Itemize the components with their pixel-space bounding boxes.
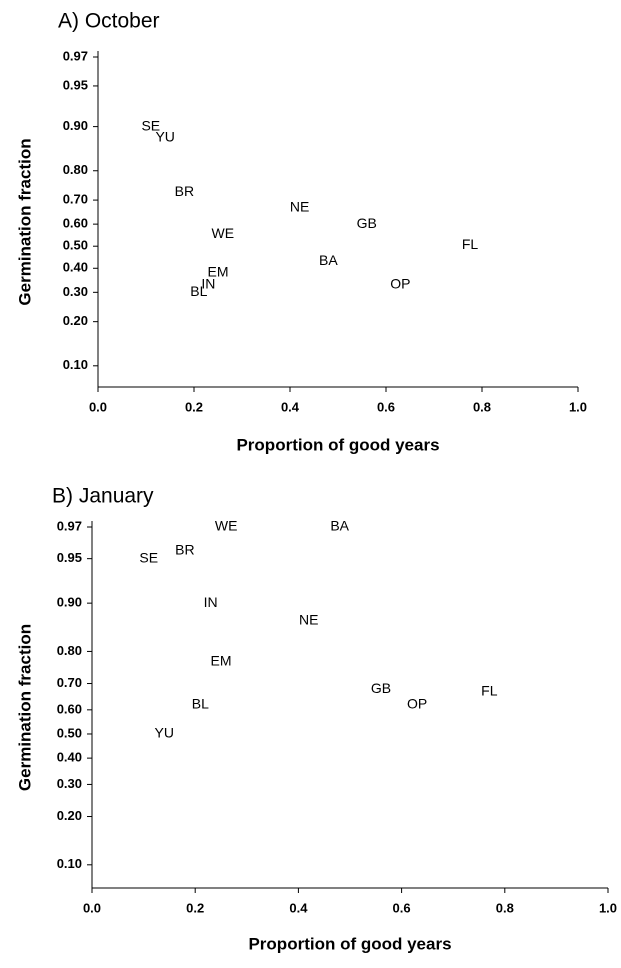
x-axis-title: Proportion of good years	[236, 435, 439, 454]
y-tick-label: 0.70	[63, 192, 88, 207]
x-tick-label: 0.0	[83, 900, 101, 915]
panel-title: B) January	[52, 485, 154, 508]
y-tick-label: 0.10	[63, 357, 88, 372]
y-tick-label: 0.97	[57, 518, 82, 533]
y-tick-label: 0.70	[57, 675, 82, 690]
y-axis-title: Germination fraction	[15, 624, 34, 791]
y-tick-label: 0.80	[63, 162, 88, 177]
point-label: WE	[215, 518, 238, 534]
y-tick-label: 0.60	[63, 216, 88, 231]
point-label: OP	[407, 696, 427, 712]
x-tick-label: 0.2	[186, 900, 204, 915]
x-tick-label: 1.0	[599, 900, 617, 915]
y-tick-label: 0.30	[57, 776, 82, 791]
x-tick-label: 0.4	[281, 399, 300, 414]
point-label: IN	[201, 275, 215, 291]
point-label: WE	[212, 225, 235, 241]
point-label: BL	[190, 283, 207, 299]
y-tick-label: 0.20	[63, 313, 88, 328]
panel-title: A) October	[58, 10, 160, 33]
point-label: YU	[155, 128, 174, 144]
point-label: GB	[371, 680, 391, 696]
x-axis-title: Proportion of good years	[248, 934, 451, 953]
y-tick-label: 0.80	[57, 643, 82, 658]
y-tick-label: 0.60	[57, 701, 82, 716]
y-axis-title: Germination fraction	[15, 138, 34, 305]
y-tick-label: 0.20	[57, 808, 82, 823]
point-label: EM	[208, 264, 229, 280]
y-tick-label: 0.90	[57, 595, 82, 610]
y-tick-label: 0.50	[63, 238, 88, 253]
point-label: FL	[462, 236, 479, 252]
point-label: SE	[141, 117, 160, 133]
y-tick-label: 0.10	[57, 856, 82, 871]
y-tick-label: 0.40	[63, 260, 88, 275]
x-tick-label: 0.8	[496, 900, 514, 915]
point-label: OP	[390, 275, 410, 291]
y-tick-label: 0.40	[57, 750, 82, 765]
y-tick-label: 0.95	[63, 77, 88, 92]
point-label: BR	[175, 183, 194, 199]
x-tick-label: 0.8	[473, 399, 491, 414]
y-tick-label: 0.90	[63, 118, 88, 133]
y-tick-label: 0.30	[63, 284, 88, 299]
point-label: IN	[204, 594, 218, 610]
point-label: BA	[319, 252, 338, 268]
point-label: NE	[299, 611, 318, 627]
x-tick-label: 1.0	[569, 399, 587, 414]
point-label: SE	[139, 549, 158, 565]
point-label: YU	[155, 725, 174, 741]
y-tick-label: 0.97	[63, 48, 88, 63]
y-tick-label: 0.50	[57, 725, 82, 740]
x-tick-label: 0.2	[185, 399, 203, 414]
point-label: BA	[330, 518, 349, 534]
point-label: BL	[192, 696, 209, 712]
x-tick-label: 0.4	[289, 900, 308, 915]
point-label: NE	[290, 198, 309, 214]
point-label: GB	[357, 215, 377, 231]
x-tick-label: 0.0	[89, 399, 107, 414]
point-label: FL	[481, 683, 498, 699]
x-tick-label: 0.6	[377, 399, 395, 414]
y-tick-label: 0.95	[57, 550, 82, 565]
point-label: BR	[175, 541, 194, 557]
x-tick-label: 0.6	[393, 900, 411, 915]
point-label: EM	[211, 653, 232, 669]
